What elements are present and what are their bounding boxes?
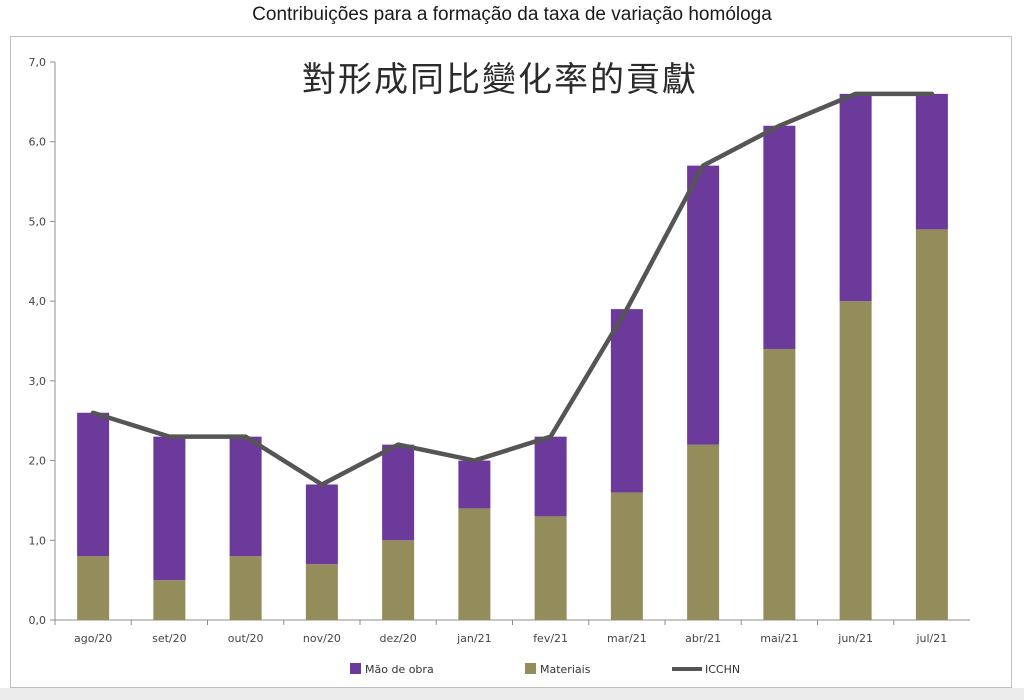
bar-materiais-6 xyxy=(534,516,567,620)
bar-m-o-de-obra-6 xyxy=(534,436,567,517)
x-tick-label: jul/21 xyxy=(915,632,947,645)
y-tick-label: 3,0 xyxy=(29,375,47,388)
legend-label-2: ICCHN xyxy=(705,663,740,676)
bar-m-o-de-obra-4 xyxy=(382,444,415,541)
bar-materiais-4 xyxy=(382,540,415,620)
bar-materiais-9 xyxy=(763,348,796,620)
bar-materiais-7 xyxy=(610,492,643,620)
y-tick-label: 2,0 xyxy=(29,455,47,468)
y-tick-label: 1,0 xyxy=(29,534,47,547)
legend-label-0: Mão de obra xyxy=(365,663,434,676)
bar-m-o-de-obra-0 xyxy=(77,412,110,557)
bar-m-o-de-obra-1 xyxy=(153,436,186,581)
legend-label-1: Materiais xyxy=(540,663,591,676)
line-icchn-point-11 xyxy=(930,92,934,96)
line-icchn-point-5 xyxy=(472,459,476,463)
line-icchn-point-7 xyxy=(625,307,629,311)
legend-swatch-0 xyxy=(350,663,361,674)
x-tick-label: fev/21 xyxy=(533,632,568,645)
bar-materiais-1 xyxy=(153,580,186,620)
bar-materiais-2 xyxy=(229,556,262,620)
x-tick-label: jan/21 xyxy=(456,632,491,645)
line-icchn-point-2 xyxy=(244,435,248,439)
legend-swatch-1 xyxy=(525,663,536,674)
chart-subtitle: 對形成同比變化率的貢獻 xyxy=(302,60,698,100)
y-tick-label: 7,0 xyxy=(29,56,47,69)
line-icchn xyxy=(90,91,935,487)
line-icchn-point-0 xyxy=(91,411,95,415)
bar-m-o-de-obra-10 xyxy=(839,93,872,302)
bar-m-o-de-obra-3 xyxy=(305,484,338,565)
x-tick-label: out/20 xyxy=(228,632,264,645)
y-tick-label: 6,0 xyxy=(29,136,47,149)
bar-m-o-de-obra-8 xyxy=(687,165,720,445)
x-tick-label: dez/20 xyxy=(380,632,417,645)
bar-m-o-de-obra-7 xyxy=(610,309,643,493)
line-icchn-point-6 xyxy=(549,435,553,439)
line-icchn-point-8 xyxy=(701,164,705,168)
x-tick-label: mar/21 xyxy=(607,632,647,645)
bar-materiais-8 xyxy=(687,444,720,620)
chart-title: Contribuições para a formação da taxa de… xyxy=(252,4,772,25)
bar-m-o-de-obra-9 xyxy=(763,125,796,349)
footer-strip xyxy=(0,688,1024,700)
x-tick-label: abr/21 xyxy=(685,632,721,645)
bar-m-o-de-obra-5 xyxy=(458,460,491,509)
line-icchn-point-1 xyxy=(167,435,171,439)
x-tick-label: jun/21 xyxy=(837,632,873,645)
y-tick-label: 0,0 xyxy=(29,614,47,627)
line-icchn-point-4 xyxy=(396,443,400,447)
bar-materiais-10 xyxy=(839,301,872,620)
bar-m-o-de-obra-2 xyxy=(229,436,262,557)
x-tick-label: nov/20 xyxy=(303,632,341,645)
line-icchn-point-9 xyxy=(777,124,781,128)
y-tick-label: 4,0 xyxy=(29,295,47,308)
bar-materiais-0 xyxy=(77,556,110,620)
line-icchn-point-10 xyxy=(854,92,858,96)
bar-materiais-11 xyxy=(915,229,948,620)
bar-materiais-5 xyxy=(458,508,491,620)
y-tick-label: 5,0 xyxy=(29,215,47,228)
line-icchn-point-3 xyxy=(320,482,324,486)
bar-m-o-de-obra-11 xyxy=(915,93,948,230)
x-tick-label: set/20 xyxy=(152,632,187,645)
x-tick-label: ago/20 xyxy=(74,632,112,645)
bar-materiais-3 xyxy=(305,564,338,620)
x-tick-label: mai/21 xyxy=(760,632,798,645)
